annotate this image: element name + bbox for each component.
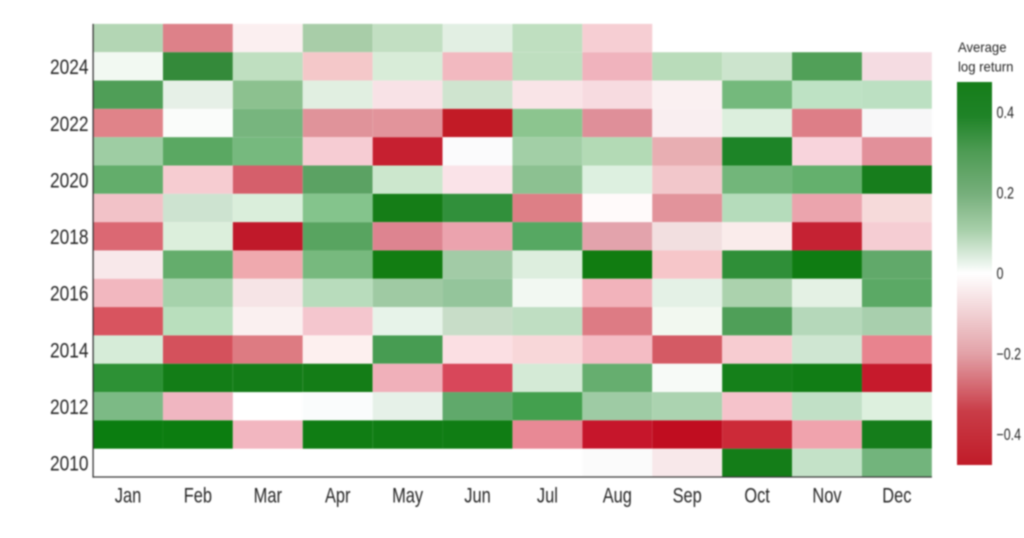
svg-text:May: May: [392, 483, 423, 507]
svg-text:log return: log return: [958, 59, 1014, 75]
svg-text:Feb: Feb: [184, 483, 212, 507]
svg-text:2024: 2024: [50, 55, 89, 79]
svg-text:Nov: Nov: [812, 483, 841, 507]
svg-text:Jan: Jan: [115, 483, 142, 507]
svg-text:2022: 2022: [50, 112, 89, 136]
svg-text:0.4: 0.4: [997, 104, 1015, 122]
svg-text:Oct: Oct: [744, 483, 770, 507]
svg-text:Average: Average: [958, 39, 1007, 55]
svg-text:Dec: Dec: [882, 483, 911, 507]
svg-text:−0.4: −0.4: [997, 426, 1022, 444]
svg-text:Aug: Aug: [603, 483, 632, 507]
svg-text:Sep: Sep: [673, 483, 702, 507]
svg-text:Mar: Mar: [254, 483, 282, 507]
svg-text:2010: 2010: [50, 452, 89, 476]
svg-text:Jun: Jun: [464, 483, 491, 507]
svg-text:2020: 2020: [50, 168, 89, 192]
svg-text:2018: 2018: [50, 225, 89, 249]
svg-text:Jul: Jul: [537, 483, 558, 507]
svg-text:0.2: 0.2: [997, 184, 1015, 202]
svg-text:2012: 2012: [50, 395, 89, 419]
svg-text:Apr: Apr: [325, 483, 351, 507]
svg-text:2016: 2016: [50, 282, 89, 306]
svg-text:2014: 2014: [50, 338, 89, 362]
svg-text:−0.2: −0.2: [997, 345, 1022, 363]
svg-text:0: 0: [997, 265, 1004, 283]
